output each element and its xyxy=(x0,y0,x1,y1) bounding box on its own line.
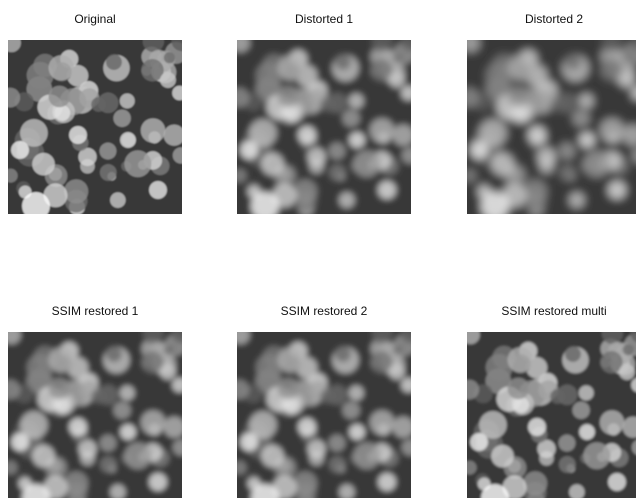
panel-title: Original xyxy=(74,12,115,26)
image-panel xyxy=(457,30,636,224)
panel-title: SSIM restored multi xyxy=(501,304,606,318)
image-panel xyxy=(227,30,422,224)
panel-title: Distorted 1 xyxy=(295,12,353,26)
image-panel xyxy=(227,322,422,498)
panel-title: SSIM restored 2 xyxy=(281,304,368,318)
image-panel xyxy=(0,30,193,224)
figure: Original Distorted 1 Distorted 2 SSIM resto… xyxy=(0,0,636,498)
image-panel xyxy=(0,322,193,498)
image-panel xyxy=(457,322,636,498)
panel-title: Distorted 2 xyxy=(525,12,583,26)
panel-title: SSIM restored 1 xyxy=(52,304,139,318)
